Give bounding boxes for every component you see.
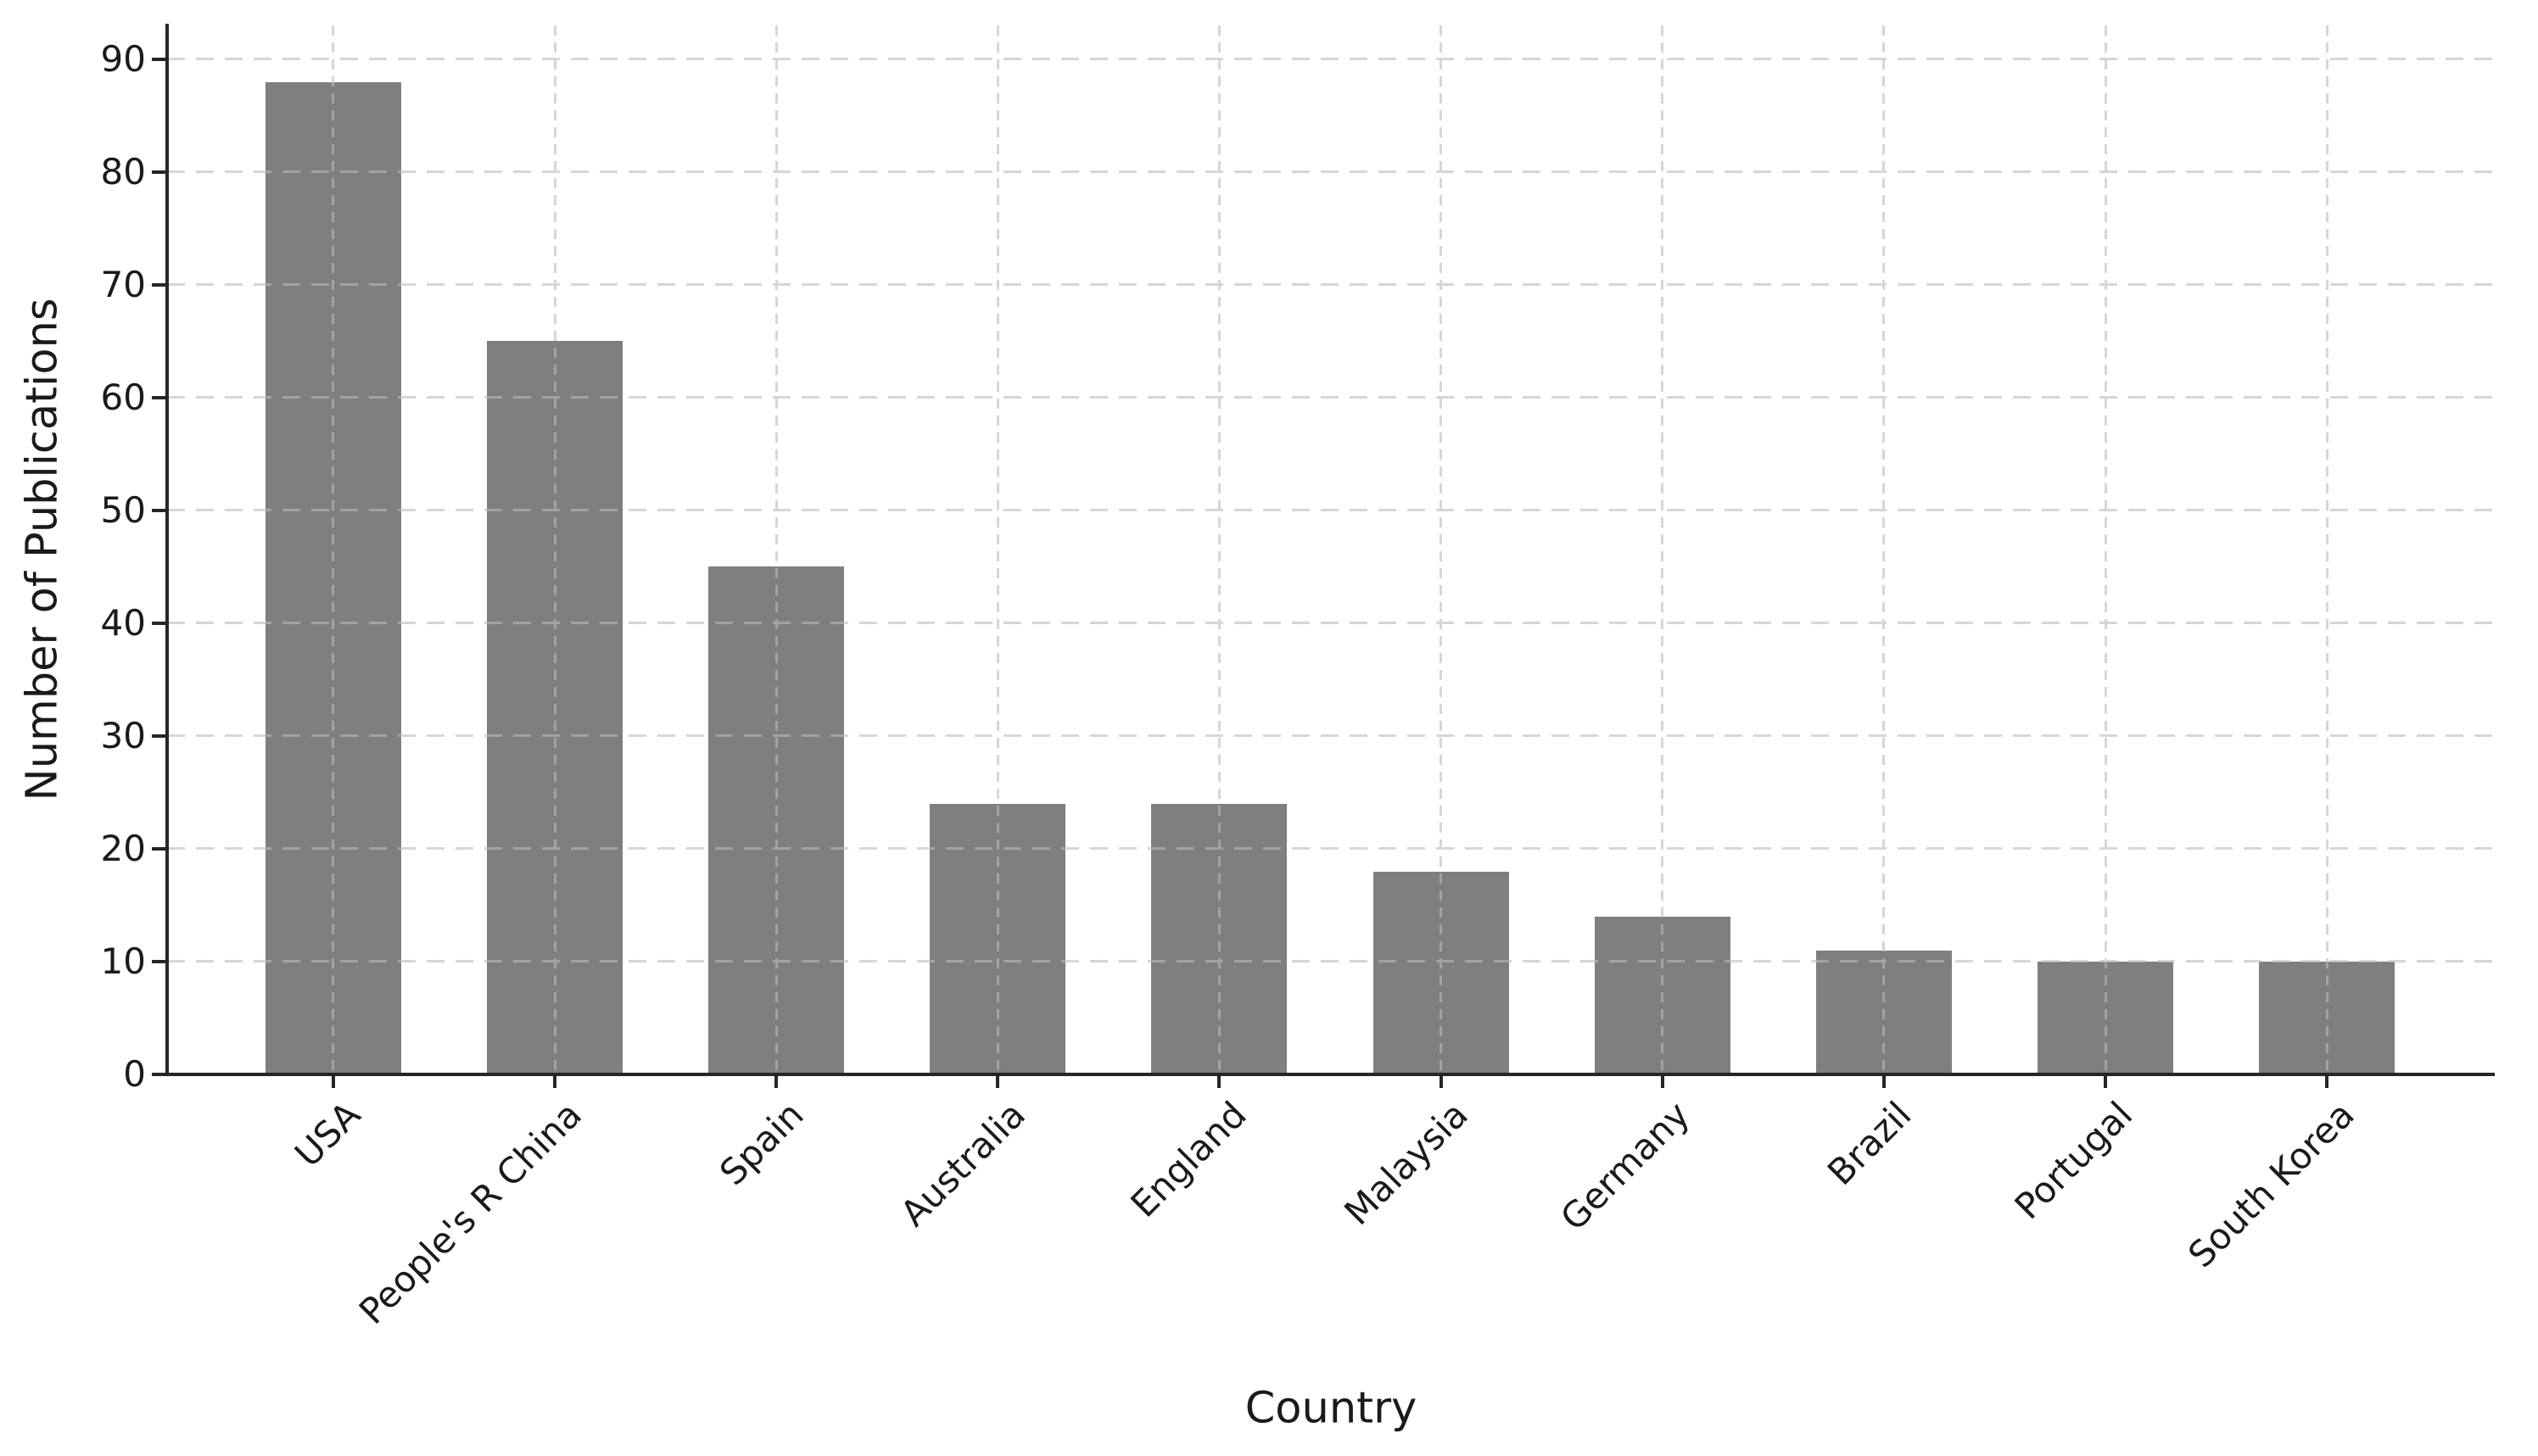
- x-axis-title: Country: [1244, 1383, 1417, 1434]
- y-tick-label: 30: [100, 714, 146, 756]
- vertical-gridline: [553, 25, 556, 1074]
- horizontal-gridline: [167, 396, 2493, 399]
- y-tick-label: 80: [100, 150, 146, 192]
- horizontal-gridline: [167, 509, 2493, 512]
- vertical-gridline: [1217, 25, 1221, 1074]
- y-tick-label: 90: [100, 37, 146, 80]
- vertical-gridline: [1882, 25, 1886, 1074]
- x-tick-mark: [553, 1076, 556, 1088]
- vertical-gridline: [1661, 25, 1664, 1074]
- x-tick-mark: [1217, 1076, 1221, 1088]
- x-tick-label: Malaysia: [1336, 1093, 1476, 1234]
- x-tick-label: South Korea: [2179, 1093, 2362, 1276]
- vertical-gridline: [2325, 25, 2328, 1074]
- horizontal-gridline: [167, 960, 2493, 963]
- x-tick-label: USA: [286, 1093, 369, 1175]
- y-tick-mark: [152, 846, 165, 851]
- x-tick-label: England: [1122, 1093, 1255, 1225]
- y-tick-mark: [152, 621, 165, 625]
- y-tick-label: 20: [100, 827, 146, 869]
- x-tick-label: Spain: [711, 1093, 812, 1194]
- x-tick-mark: [774, 1076, 779, 1088]
- y-tick-mark: [152, 508, 165, 512]
- vertical-gridline: [332, 25, 335, 1074]
- y-tick-mark: [152, 1073, 165, 1076]
- y-tick-mark: [152, 395, 165, 399]
- x-tick-mark: [2325, 1076, 2329, 1088]
- horizontal-gridline: [167, 170, 2493, 174]
- horizontal-gridline: [167, 283, 2493, 287]
- x-tick-mark: [331, 1076, 335, 1088]
- x-tick-mark: [1660, 1076, 1664, 1088]
- y-tick-mark: [152, 959, 165, 963]
- y-tick-label: 60: [100, 376, 146, 418]
- y-tick-label: 0: [123, 1053, 146, 1095]
- x-tick-mark: [1881, 1076, 1886, 1088]
- y-tick-mark: [152, 57, 165, 61]
- x-tick-label: Germany: [1551, 1093, 1697, 1239]
- y-axis-title: Number of Publications: [17, 298, 68, 801]
- x-tick-label: Brazil: [1819, 1093, 1920, 1194]
- x-axis-spine: [165, 1073, 2495, 1076]
- y-tick-label: 40: [100, 601, 146, 644]
- x-tick-label: People's R China: [350, 1093, 590, 1332]
- y-tick-label: 10: [100, 940, 146, 982]
- y-tick-label: 50: [100, 488, 146, 531]
- y-tick-mark: [152, 170, 165, 174]
- x-tick-label: Australia: [892, 1093, 1033, 1235]
- x-tick-label: Portugal: [2006, 1093, 2141, 1228]
- y-tick-label: 70: [100, 263, 146, 305]
- y-axis-spine: [165, 24, 169, 1076]
- vertical-gridline: [2104, 25, 2107, 1074]
- x-tick-mark: [2104, 1076, 2107, 1088]
- horizontal-gridline: [167, 622, 2493, 625]
- horizontal-gridline: [167, 58, 2493, 61]
- y-tick-mark: [152, 282, 165, 287]
- horizontal-gridline: [167, 734, 2493, 738]
- vertical-gridline: [996, 25, 999, 1074]
- y-tick-mark: [152, 734, 165, 738]
- vertical-gridline: [1440, 25, 1443, 1074]
- horizontal-gridline: [167, 847, 2493, 851]
- x-tick-mark: [996, 1076, 1000, 1088]
- x-tick-mark: [1439, 1076, 1443, 1088]
- vertical-gridline: [774, 25, 778, 1074]
